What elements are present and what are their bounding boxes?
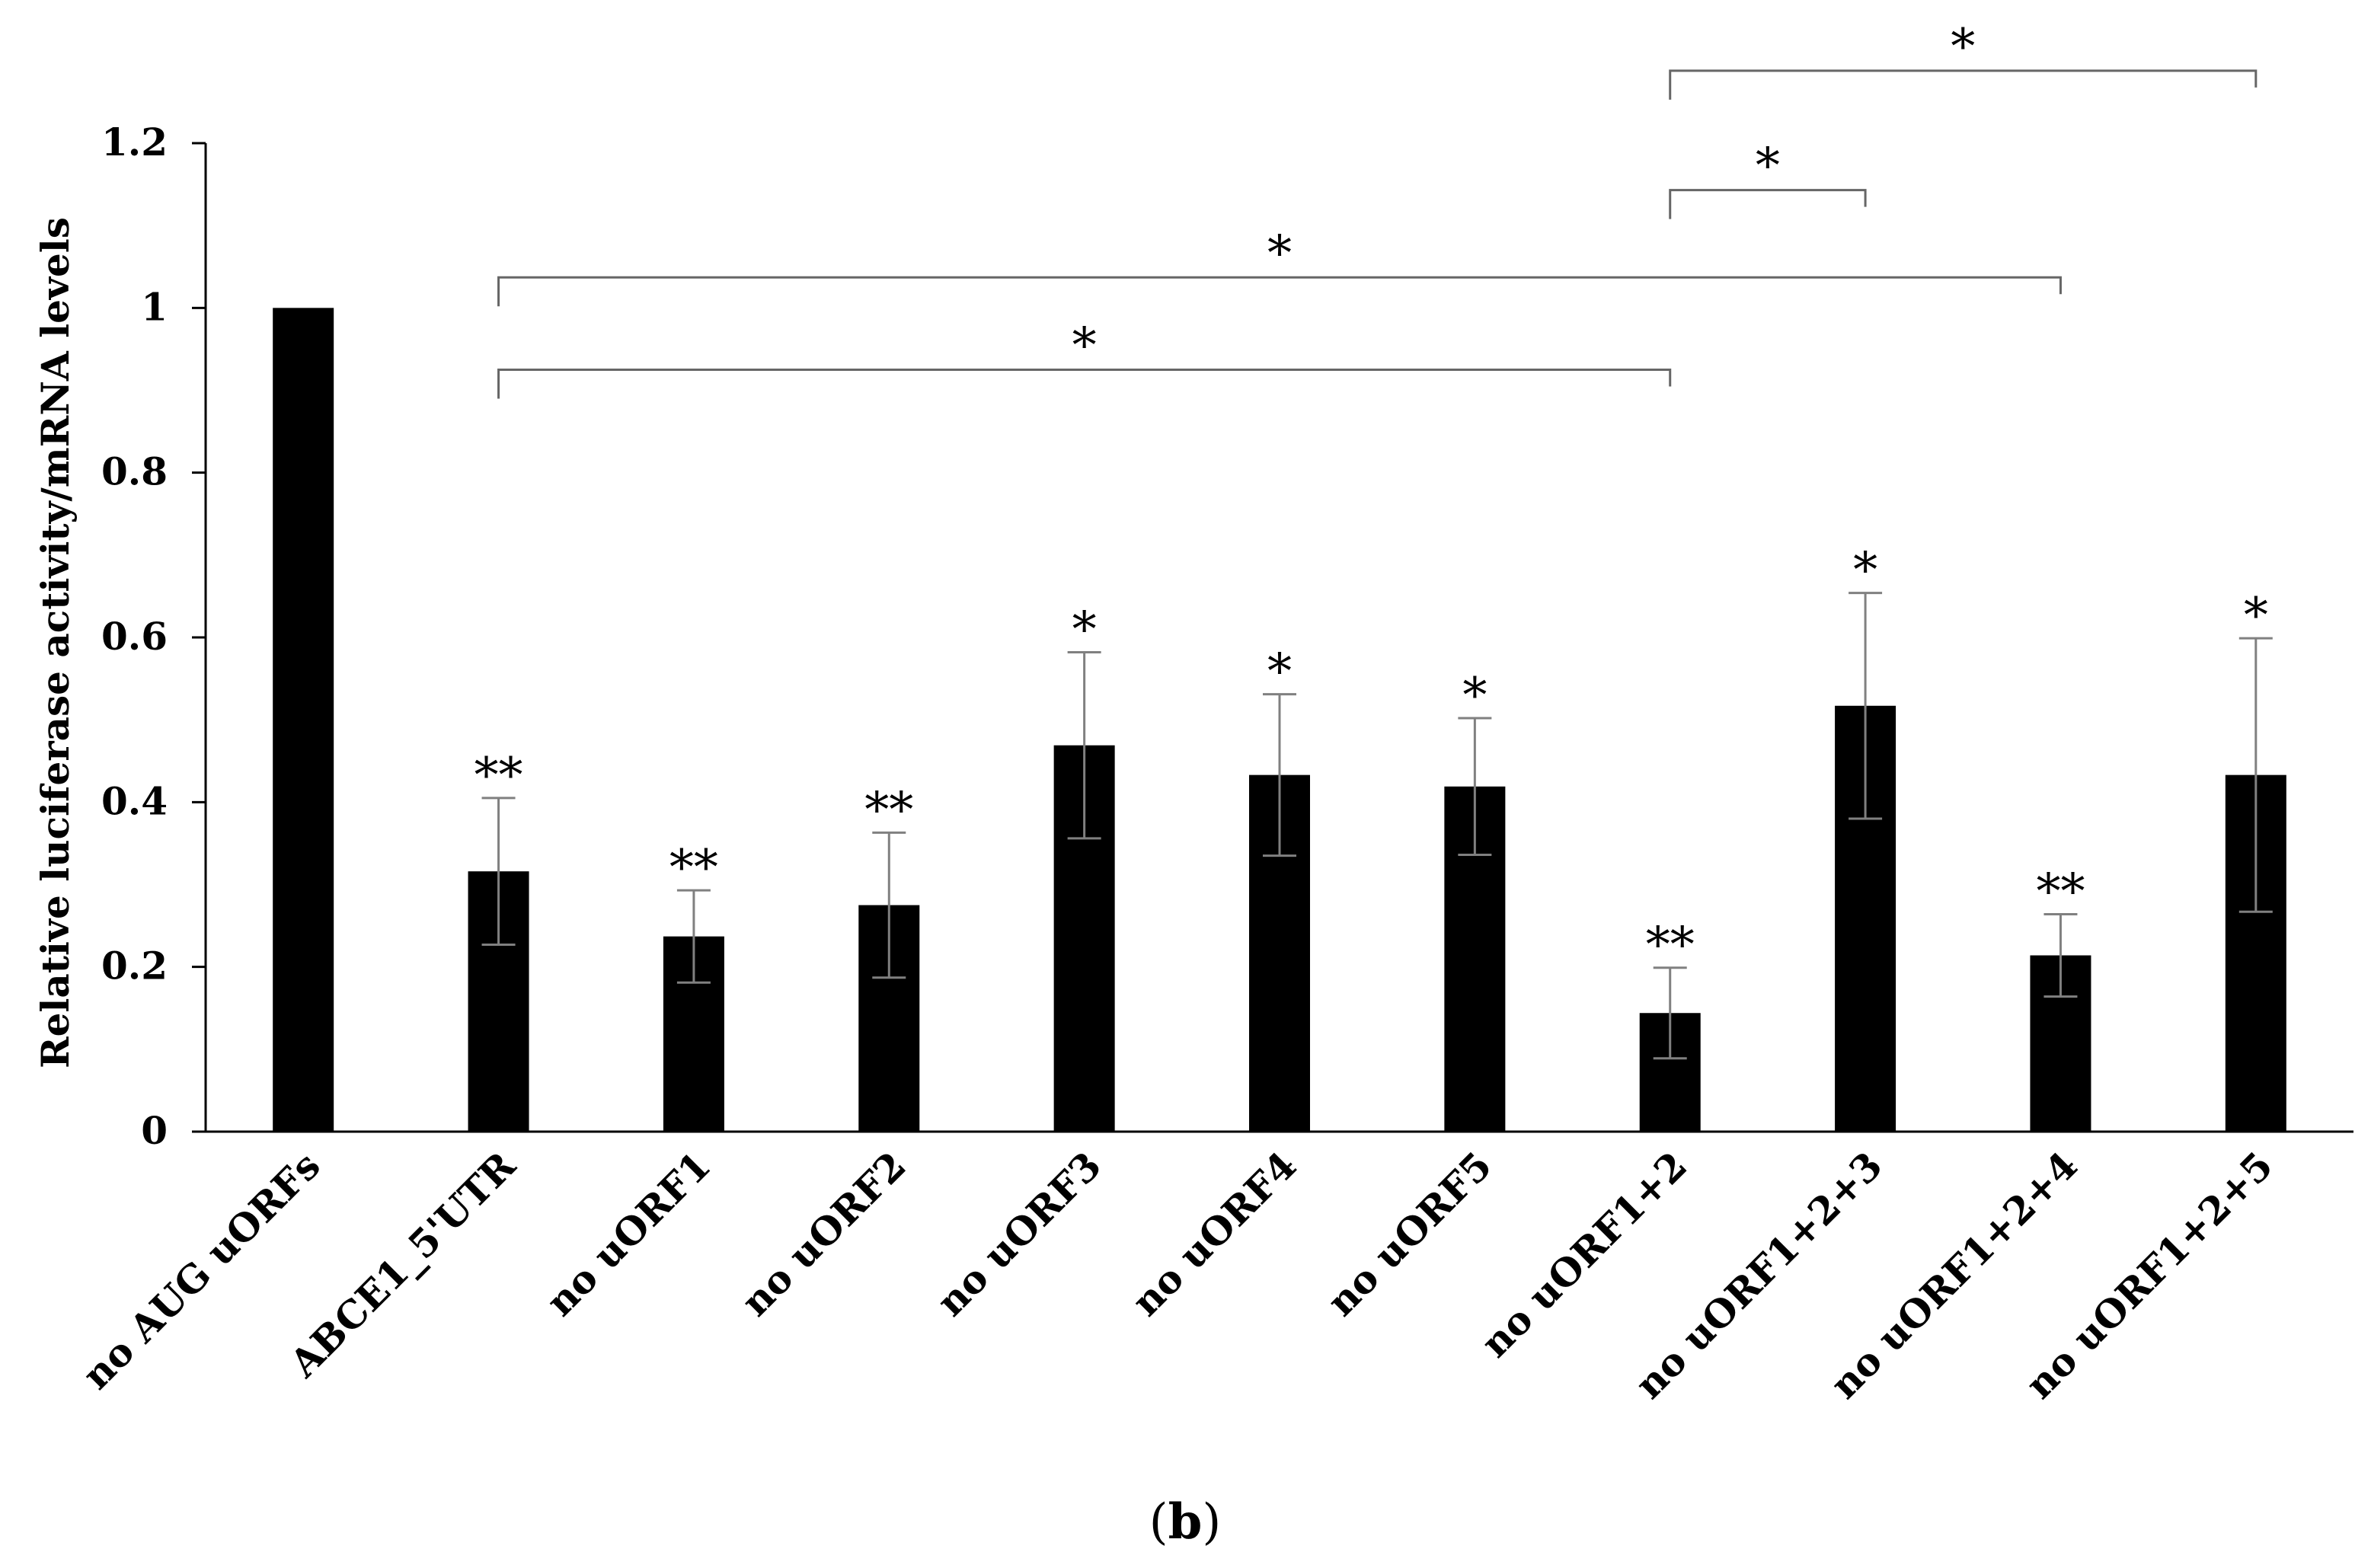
comparison-bracket [1669, 69, 2258, 100]
y-tick-label: 1 [141, 284, 168, 329]
comparison-bracket [1669, 189, 1867, 219]
y-tick-label: 1.2 [101, 120, 168, 164]
bar [273, 308, 334, 1132]
significance-marker: ** [864, 782, 913, 838]
y-axis-label: Relative luciferase activity/mRNA levels [33, 217, 78, 1068]
y-tick-label: 0.4 [101, 778, 168, 823]
significance-marker: * [1267, 644, 1292, 701]
x-tick-label: no uORF5 [1318, 1143, 1500, 1325]
x-tick-label: no uORF1+2 [1472, 1143, 1695, 1366]
error-bars [481, 592, 2273, 1060]
y-tick-label: 0 [141, 1108, 168, 1153]
significance-markers: ******** ******* [475, 543, 2268, 974]
comparison-significance: * [1951, 19, 1975, 75]
comparison-significance: * [1756, 139, 1780, 195]
axes: 0 0.2 0.4 0.6 0.8 1 1.2 [101, 120, 2353, 1153]
significance-marker: ** [2036, 864, 2085, 920]
y-tick-label: 0.6 [101, 614, 168, 659]
x-tick-label: no uORF1 [537, 1143, 719, 1325]
comparison-brackets: * * * * [497, 19, 2258, 399]
x-tick-label: no uORF3 [928, 1143, 1110, 1325]
comparison-significance: * [1072, 318, 1097, 374]
significance-marker: * [1072, 602, 1097, 658]
significance-marker: * [2244, 588, 2268, 644]
comparison-significance: * [1267, 225, 1292, 282]
comparison-bracket [497, 368, 1672, 399]
bars [273, 308, 2286, 1132]
x-tick-label: no uORF2 [733, 1143, 915, 1325]
panel-label-open: ( [1149, 1494, 1168, 1550]
significance-marker: * [1462, 668, 1487, 724]
panel-label-close: ) [1202, 1494, 1221, 1550]
y-tick-label: 0.2 [101, 944, 168, 988]
panel-label: (b) [1149, 1493, 1222, 1550]
panel-label-letter: b [1168, 1493, 1203, 1550]
significance-marker: ** [1646, 918, 1695, 974]
x-tick-label: no uORF4 [1123, 1143, 1305, 1325]
y-tick-label: 0.8 [101, 449, 168, 494]
significance-marker: ** [475, 748, 523, 804]
comparison-bracket [497, 276, 2062, 307]
significance-marker: * [1853, 543, 1877, 599]
significance-marker: ** [669, 840, 718, 896]
